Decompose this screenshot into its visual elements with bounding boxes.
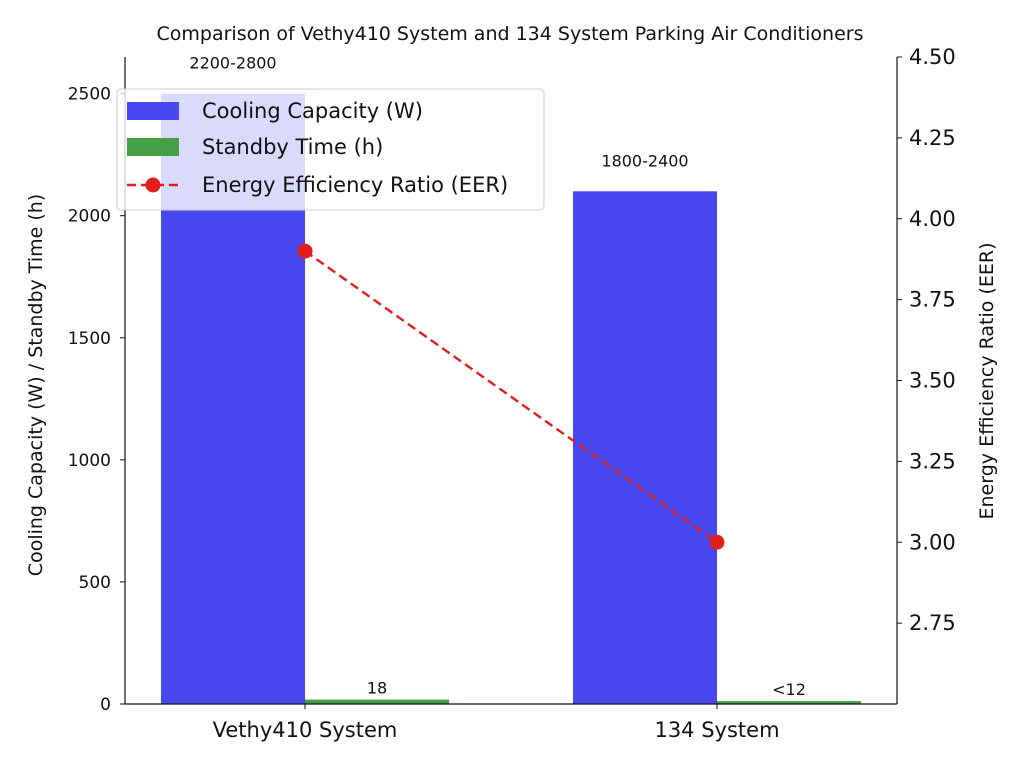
legend-item-eer-label: Energy Efficiency Ratio (EER): [202, 173, 508, 197]
data-label-standby-time: 18: [367, 679, 387, 698]
legend-item-cooling-capacity-swatch: [127, 102, 179, 120]
chart-title: Comparison of Vethy410 System and 134 Sy…: [157, 23, 864, 45]
y-axis-label-right: Energy Efficiency Ratio (EER): [976, 243, 998, 520]
y-tick-label-right: 4.00: [909, 207, 956, 231]
legend-item-standby-time-swatch: [127, 138, 179, 156]
data-label-cooling-capacity: 2200-2800: [189, 54, 276, 73]
y-tick-label-right: 3.75: [909, 288, 956, 312]
data-label-standby-time: <12: [772, 680, 806, 699]
y-tick-label-right: 3.00: [909, 530, 956, 554]
y-tick-label-right: 4.25: [909, 126, 956, 150]
y-tick-label-left: 1000: [68, 451, 111, 471]
bar-cooling-capacity: [573, 191, 717, 704]
x-tick-label: Vethy410 System: [213, 718, 398, 742]
y-tick-label-right: 3.25: [909, 449, 956, 473]
eer-line: [304, 250, 718, 544]
y-tick-label-left: 0: [100, 695, 111, 715]
bar-standby-time: [305, 699, 449, 704]
legend-item-cooling-capacity-label: Cooling Capacity (W): [202, 99, 423, 123]
y-tick-label-left: 500: [79, 573, 111, 593]
y-tick-label-right: 2.75: [909, 611, 956, 635]
y-tick-label-left: 2500: [68, 85, 111, 105]
eer-point: [709, 534, 725, 550]
y-tick-label-right: 4.50: [909, 45, 956, 69]
bar-standby-time: [717, 701, 861, 704]
legend-box: [116, 88, 545, 211]
legend-item-eer-marker: [145, 177, 161, 193]
data-label-cooling-capacity: 1800-2400: [601, 151, 688, 170]
eer-point: [297, 243, 313, 259]
x-tick-label: 134 System: [654, 718, 779, 742]
y-axis-label-left: Cooling Capacity (W) / Standby Time (h): [25, 194, 47, 576]
y-tick-label-left: 2000: [68, 207, 111, 227]
y-tick-label-left: 1500: [68, 329, 111, 349]
legend-item-standby-time-label: Standby Time (h): [202, 135, 383, 159]
y-tick-label-right: 3.50: [909, 369, 956, 393]
legend: Cooling Capacity (W) Standby Time (h) Ener…: [116, 88, 545, 211]
